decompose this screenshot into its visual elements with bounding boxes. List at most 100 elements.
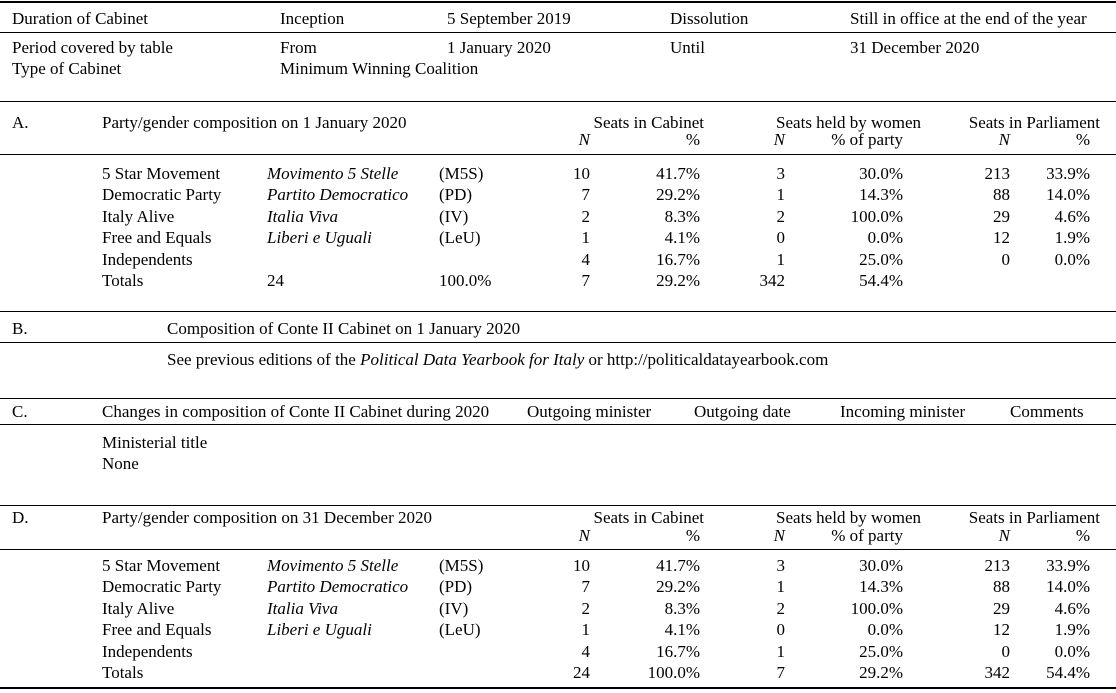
- parliament-n: 0: [1001, 641, 1011, 661]
- totals-cabinet-n: 24: [573, 663, 590, 683]
- party-name: Italy Alive: [102, 598, 175, 618]
- rule-bottom: [0, 687, 1116, 689]
- cabinet-n: 4: [581, 249, 591, 269]
- party-native-name: Liberi e Uguali: [267, 620, 372, 640]
- women-pct: 30.0%: [859, 163, 903, 183]
- section-d-subheader: N % N % of party N %: [0, 525, 1116, 547]
- totals-parliament-n: 342: [759, 271, 786, 291]
- cabinet-pct: 29.2%: [656, 185, 700, 205]
- rule-under-d-headers: [0, 549, 1116, 550]
- totals-parliament-n: 342: [984, 663, 1011, 683]
- women-n: 0: [776, 620, 786, 640]
- d-cabinet-pct-header: %: [685, 525, 700, 545]
- parliament-n: 213: [984, 555, 1011, 575]
- cabinet-n: 1: [581, 620, 591, 640]
- parliament-n: 29: [993, 598, 1010, 618]
- totals-parliament-pct: 54.4%: [859, 271, 903, 291]
- duration-label: Duration of Cabinet: [12, 9, 148, 28]
- until-label: Until: [670, 38, 705, 57]
- rule-above-section-c: [0, 398, 1116, 399]
- party-name: Italy Alive: [102, 206, 175, 226]
- d-parliament-pct-header: %: [1075, 525, 1090, 545]
- women-pct: 25.0%: [859, 249, 903, 269]
- cabinet-pct: 8.3%: [664, 598, 700, 618]
- women-n: 0: [776, 228, 786, 248]
- a-women-pct-header: % of party: [831, 129, 903, 149]
- party-native-name: Italia Viva: [267, 206, 338, 226]
- totals-row: Totals 24 100.0% 7 29.2% 342 54.4%: [0, 663, 1116, 685]
- section-b-letter: B.: [12, 319, 28, 338]
- cabinet-type-label: Type of Cabinet: [12, 59, 122, 78]
- section-d-title: Party/gender composition on 31 December …: [102, 508, 433, 527]
- d-group-seats-in-parliament: Seats in Parliament: [968, 508, 1100, 527]
- totals-women-pct: 29.2%: [656, 271, 700, 291]
- inception-date: 5 September 2019: [447, 9, 571, 28]
- cabinet-n: 10: [573, 163, 590, 183]
- women-n: 1: [776, 577, 786, 597]
- section-a-letter: A.: [12, 113, 29, 132]
- a-cabinet-pct-header: %: [685, 129, 700, 149]
- cabinet-n: 4: [581, 641, 591, 661]
- section-d-letter: D.: [12, 508, 29, 527]
- from-label: From: [280, 38, 317, 57]
- women-pct: 100.0%: [850, 598, 903, 618]
- table-row: Free and Equals Liberi e Uguali (LeU) 1 …: [0, 228, 1116, 250]
- parliament-pct: 33.9%: [1046, 163, 1090, 183]
- party-name: Democratic Party: [102, 577, 222, 597]
- parliament-n: 88: [993, 577, 1010, 597]
- parliament-n: 0: [1001, 249, 1011, 269]
- cabinet-pct: 4.1%: [664, 228, 700, 248]
- cabinet-n: 7: [581, 185, 591, 205]
- d-group-seats-held-by-women: Seats held by women: [776, 508, 921, 527]
- table-row: Independents 4 16.7% 1 25.0% 0 0.0%: [0, 641, 1116, 663]
- rule-under-c-headers: [0, 424, 1116, 425]
- women-pct: 30.0%: [859, 555, 903, 575]
- cabinet-pct: 16.7%: [656, 641, 700, 661]
- table-row: Italy Alive Italia Viva (IV) 2 8.3% 2 10…: [0, 598, 1116, 620]
- totals-label: Totals: [102, 271, 144, 291]
- table-row: Independents 4 16.7% 1 25.0% 0 0.0%: [0, 249, 1116, 271]
- cabinet-pct: 29.2%: [656, 577, 700, 597]
- section-a-body: 5 Star Movement Movimento 5 Stelle (M5S)…: [0, 163, 1116, 292]
- duration-row: Duration of Cabinet Inception 5 Septembe…: [0, 8, 1116, 30]
- parliament-pct: 1.9%: [1054, 228, 1090, 248]
- section-a-title: Party/gender composition on 1 January 20…: [102, 113, 407, 132]
- parliament-pct: 1.9%: [1054, 620, 1090, 640]
- women-n: 2: [776, 598, 786, 618]
- women-n: 3: [776, 555, 786, 575]
- incoming-minister-header: Incoming minister: [840, 402, 966, 421]
- party-name: 5 Star Movement: [102, 555, 221, 575]
- no-changes-value: None: [102, 453, 139, 473]
- women-pct: 14.3%: [859, 185, 903, 205]
- party-abbreviation: (LeU): [439, 620, 481, 640]
- rule-top: [0, 1, 1116, 3]
- parliament-n: 88: [993, 185, 1010, 205]
- cabinet-pct: 16.7%: [656, 249, 700, 269]
- section-a-header: A. Party/gender composition on 1 January…: [0, 112, 1116, 134]
- rule-under-duration: [0, 32, 1116, 33]
- d-cabinet-n-header: N: [578, 525, 590, 545]
- cabinet-n: 1: [581, 228, 591, 248]
- section-b-header: B. Composition of Conte II Cabinet on 1 …: [0, 318, 1116, 340]
- d-parliament-n-header: N: [998, 525, 1010, 545]
- totals-label: Totals: [102, 663, 144, 683]
- parliament-pct: 33.9%: [1046, 555, 1090, 575]
- note-text: See previous editions of the: [167, 350, 361, 369]
- party-abbreviation: (LeU): [439, 228, 481, 248]
- period-row: Period covered by table From 1 January 2…: [0, 37, 1116, 59]
- outgoing-minister-header: Outgoing minister: [527, 402, 652, 421]
- women-n: 3: [776, 163, 786, 183]
- parliament-pct: 14.0%: [1046, 185, 1090, 205]
- parliament-n: 12: [993, 228, 1010, 248]
- cabinet-n: 10: [573, 555, 590, 575]
- parliament-pct: 4.6%: [1054, 206, 1090, 226]
- women-n: 2: [776, 206, 786, 226]
- party-name: Independents: [102, 641, 193, 661]
- outgoing-date-header: Outgoing date: [694, 402, 791, 421]
- section-c-header: C. Changes in composition of Conte II Ca…: [0, 401, 1116, 423]
- party-abbreviation: (IV): [439, 206, 469, 226]
- rule-under-b-header: [0, 342, 1116, 343]
- cabinet-n: 2: [581, 206, 591, 226]
- rule-under-a-headers: [0, 154, 1116, 155]
- section-b-title: Composition of Conte II Cabinet on 1 Jan…: [167, 319, 521, 338]
